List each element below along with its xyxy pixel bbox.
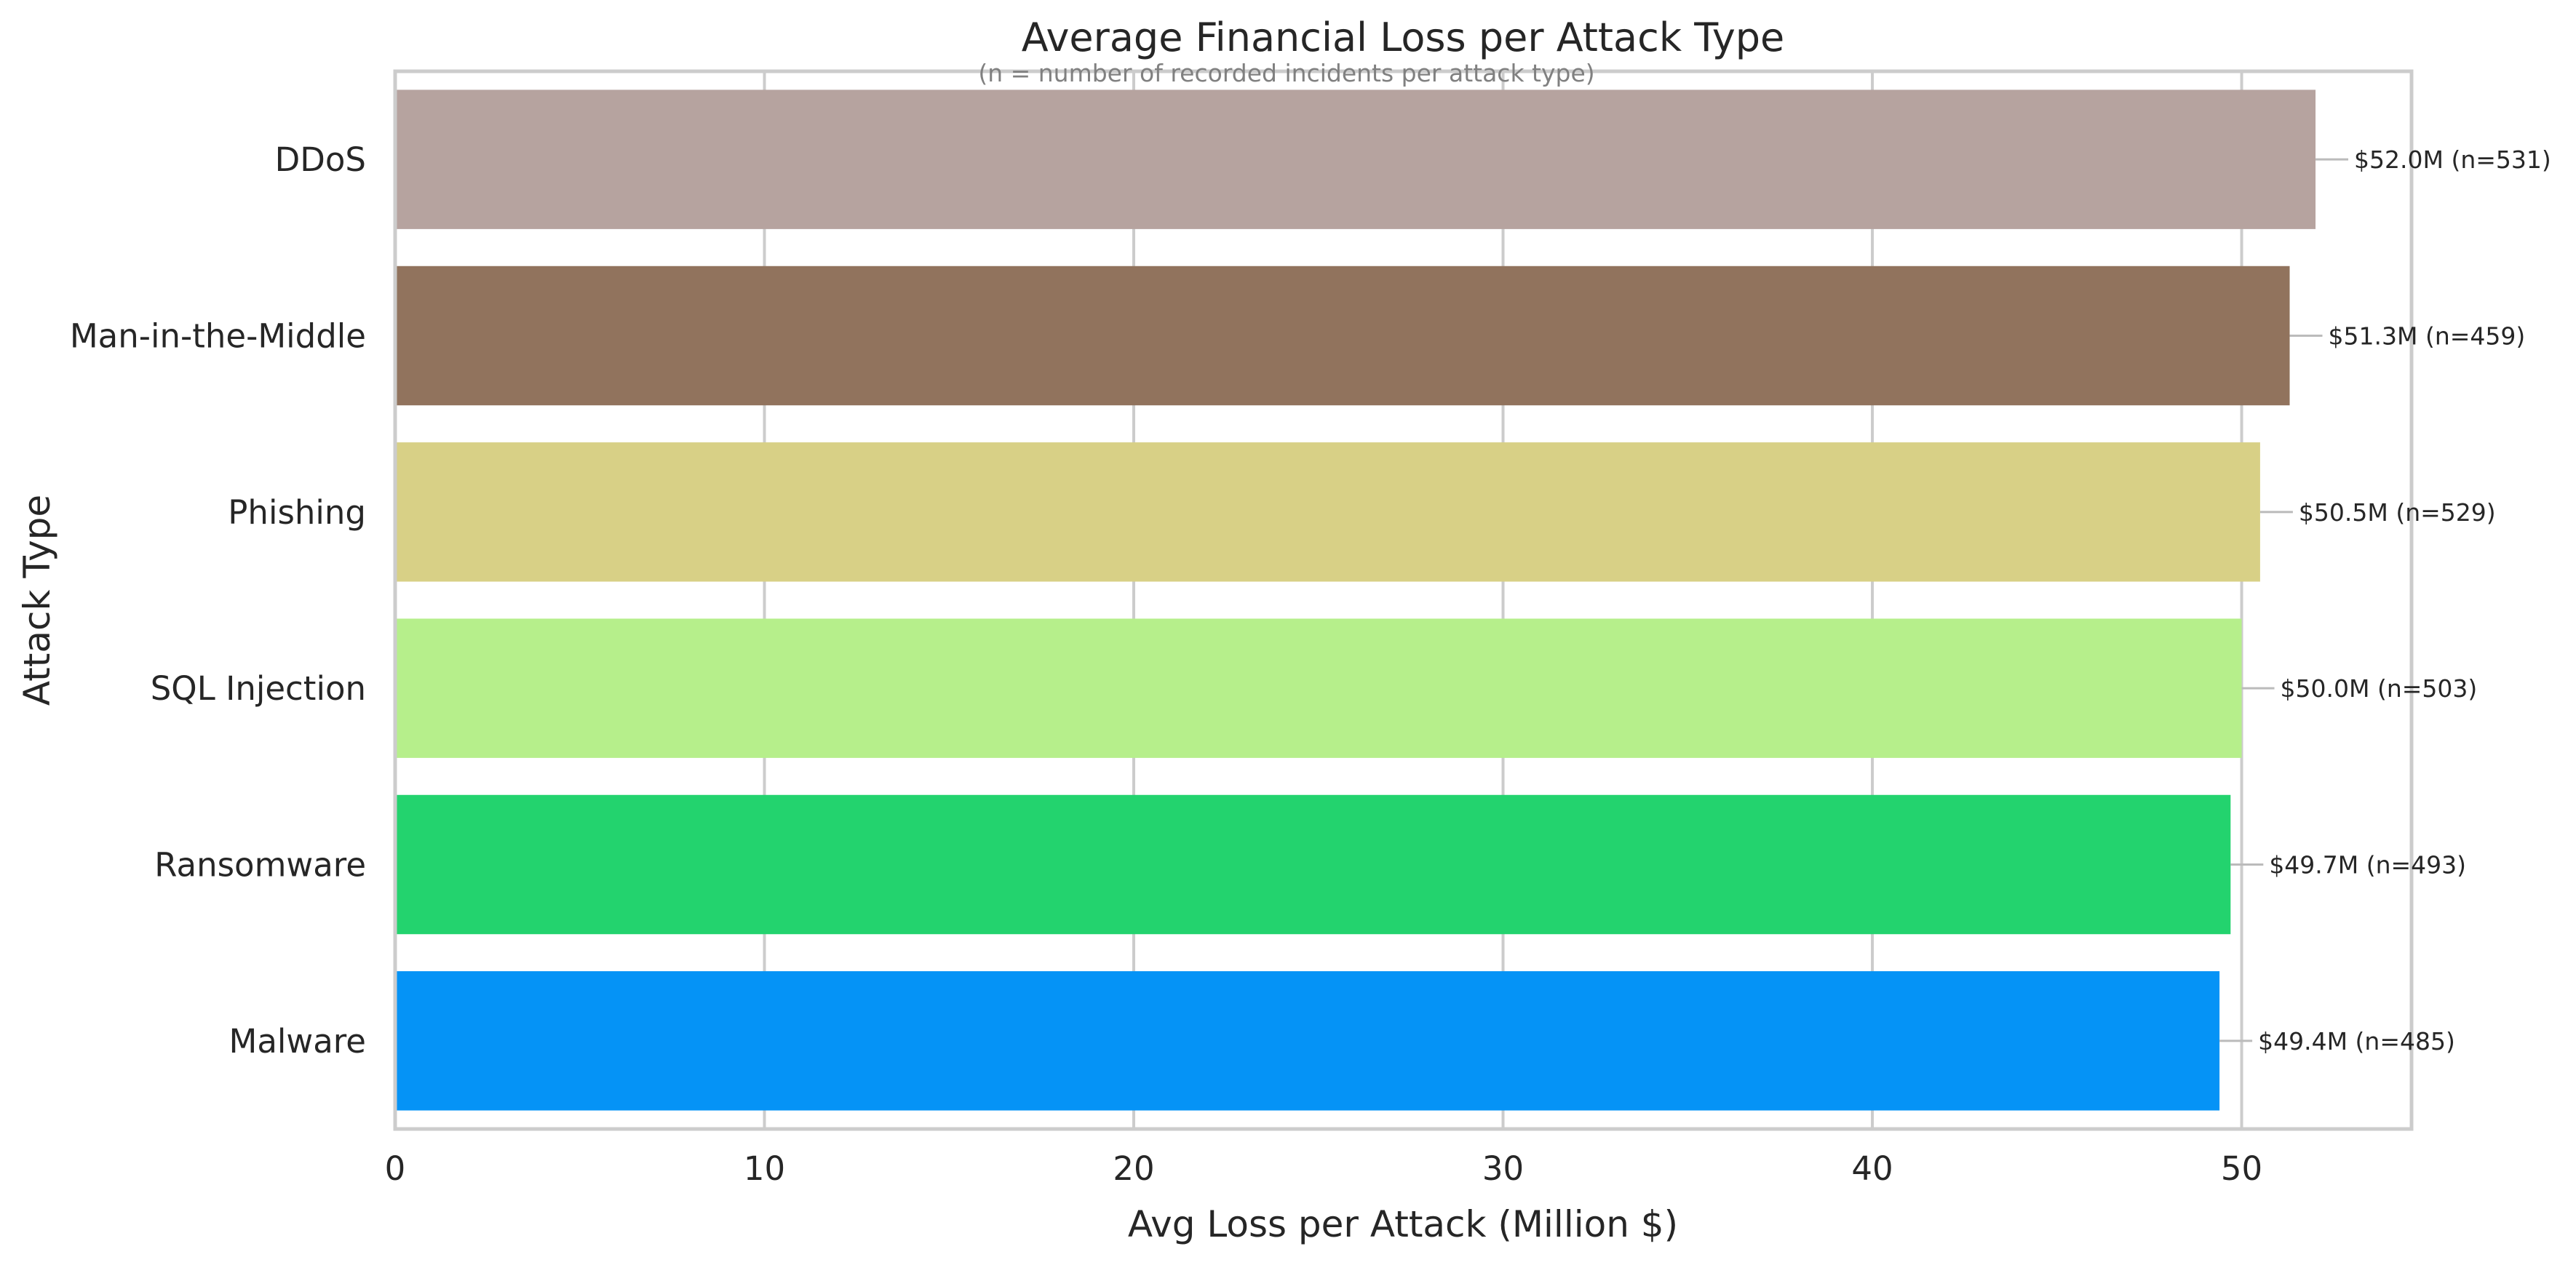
y-axis-label: Attack Type [16, 495, 58, 706]
x-axis-label: Avg Loss per Attack (Million $) [1128, 1203, 1678, 1245]
y-tick-label: DDoS [275, 140, 366, 179]
bar-phishing [395, 442, 2260, 582]
y-tick-label: Phishing [228, 493, 366, 532]
bar-value-label: $52.0M (n=531) [2354, 145, 2551, 174]
plot-frame [393, 69, 2414, 1131]
bars [395, 89, 2316, 1111]
y-tick-label: SQL Injection [151, 669, 366, 708]
y-tick-label: Malware [229, 1022, 366, 1061]
label-leaders [2219, 158, 2349, 1042]
data-labels: $49.4M (n=485) $49.7M (n=493) $50.0M (n=50… [2258, 145, 2551, 1056]
x-tick-label: 20 [1113, 1149, 1154, 1188]
bar-man-in-the-middle [395, 266, 2290, 406]
x-tick-label: 50 [2221, 1149, 2262, 1188]
x-tick-label: 30 [1482, 1149, 1524, 1188]
y-tick-label: Man-in-the-Middle [70, 317, 366, 356]
bar-ddos [395, 89, 2316, 229]
x-tick-labels: 0 10 20 30 40 50 [385, 1149, 2262, 1188]
x-tick-label: 0 [385, 1149, 406, 1188]
bar-value-label: $50.0M (n=503) [2281, 674, 2478, 703]
x-tick-label: 40 [1851, 1149, 1893, 1188]
bar-value-label: $49.7M (n=493) [2269, 851, 2466, 879]
y-tick-labels: Malware Ransomware SQL Injection Phishing Ma… [70, 140, 366, 1061]
y-tick-label: Ransomware [154, 846, 366, 885]
grid-lines [394, 71, 2243, 1129]
bar-malware [395, 971, 2220, 1111]
bar-sql-injection [395, 618, 2242, 758]
bar-value-label: $50.5M (n=529) [2299, 498, 2496, 527]
chart-subtitle: (n = number of recorded incidents per at… [978, 59, 1594, 87]
x-tick-label: 10 [744, 1149, 785, 1188]
bar-ransomware [395, 794, 2231, 935]
bar-value-label: $49.4M (n=485) [2258, 1027, 2455, 1056]
chart-title: Average Financial Loss per Attack Type [1022, 15, 1785, 60]
bar-value-label: $51.3M (n=459) [2329, 322, 2526, 351]
